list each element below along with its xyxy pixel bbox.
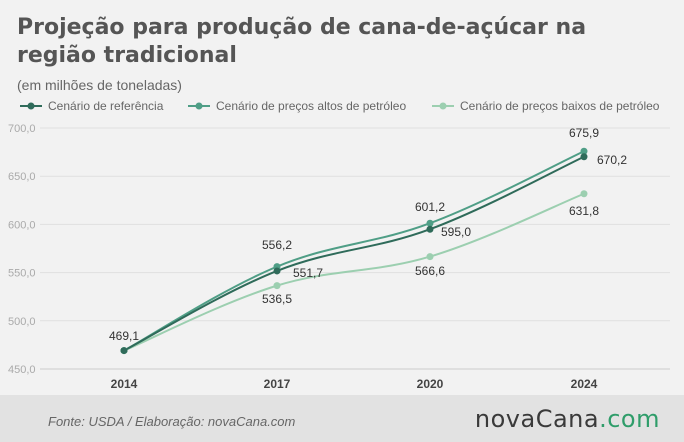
y-tick-label: 650,0	[8, 171, 36, 183]
legend-label: Cenário de preços baixos de petróleo	[460, 99, 660, 113]
data-point	[426, 219, 434, 227]
series-line	[123, 150, 585, 352]
data-label: 601,2	[415, 200, 445, 214]
series-line	[123, 155, 585, 352]
logo-suffix: com	[607, 405, 660, 433]
data-point	[580, 153, 588, 161]
y-tick-label: 500,0	[8, 316, 36, 328]
source-note: Fonte: USDA / Elaboração: novaCana.com	[48, 414, 296, 429]
y-tick-label: 700,0	[8, 123, 36, 135]
chart-subtitle: (em milhões de toneladas)	[17, 77, 182, 93]
data-label: 556,2	[262, 238, 292, 252]
legend-marker	[439, 102, 447, 110]
data-point	[580, 190, 588, 198]
data-label: 566,6	[415, 264, 445, 278]
data-label: 595,0	[441, 225, 471, 239]
chart-title: Projeção para produção de cana-de-açúcar…	[17, 15, 587, 68]
data-label: 631,8	[569, 204, 599, 218]
logo-main: novaCana	[474, 405, 600, 433]
x-tick-label: 2024	[571, 377, 598, 391]
data-label: 551,7	[293, 266, 323, 280]
data-label: 675,9	[569, 126, 599, 140]
y-tick-label: 450,0	[8, 364, 36, 376]
legend-label: Cenário de referência	[48, 99, 164, 113]
legend-label: Cenário de preços altos de petróleo	[216, 99, 406, 113]
data-point	[273, 282, 281, 290]
data-label: 670,2	[597, 153, 627, 167]
data-point	[426, 253, 434, 261]
legend-marker	[27, 102, 35, 110]
logo-dot: .	[599, 405, 608, 433]
data-point	[273, 267, 281, 275]
footer: Fonte: USDA / Elaboração: novaCana.com n…	[0, 395, 684, 442]
x-tick-label: 2017	[264, 377, 291, 391]
series-line	[123, 192, 585, 352]
x-tick-label: 2014	[111, 377, 138, 391]
y-tick-label: 550,0	[8, 268, 36, 280]
legend-marker	[195, 102, 203, 110]
data-label: 469,1	[109, 329, 139, 343]
data-point	[426, 225, 434, 233]
y-tick-label: 600,0	[8, 219, 36, 231]
line-chart: 450,0 500,0 550,0 600,0 650,0 700,0 2014 2017 20…	[8, 99, 670, 391]
data-label: 536,5	[262, 292, 292, 306]
data-point	[580, 147, 588, 155]
x-tick-label: 2020	[417, 377, 444, 391]
data-point	[120, 347, 128, 355]
brand-logo[interactable]: novaCana.com	[475, 405, 660, 433]
